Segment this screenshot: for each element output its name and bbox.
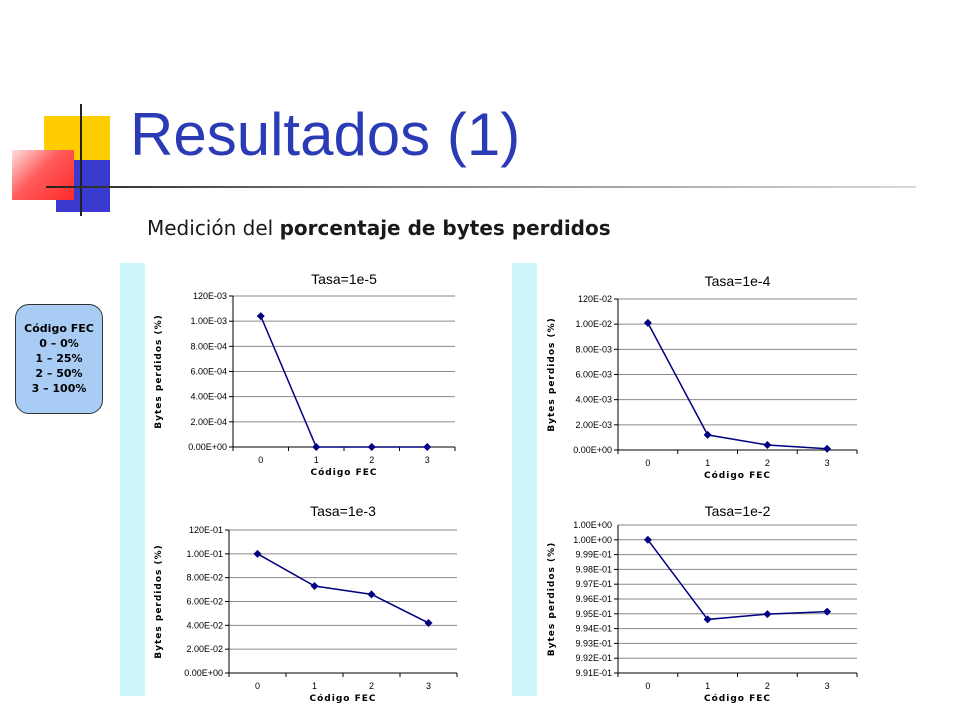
y-tick-label: 9.99E-01 [575, 550, 612, 560]
data-point [256, 312, 265, 321]
right-chart-strip [512, 263, 537, 696]
fec-code-legend: Código FEC 0 – 0% 1 – 25% 2 – 50% 3 – 10… [15, 304, 103, 414]
y-tick-label: 120E-01 [189, 525, 223, 535]
x-tick-label: 1 [705, 681, 710, 691]
y-tick-label: 9.94E-01 [575, 624, 612, 634]
data-point [253, 549, 262, 558]
y-tick-label: 6.00E-04 [190, 367, 227, 377]
y-tick-label: 0.00E+00 [184, 668, 223, 678]
legend-title: Código FEC [24, 322, 94, 335]
y-tick-label: 9.93E-01 [575, 638, 612, 648]
data-point [643, 535, 652, 544]
series-line [260, 315, 428, 448]
data-point [424, 618, 433, 627]
x-tick-label: 0 [258, 455, 263, 465]
x-tick-label: 1 [705, 458, 710, 468]
y-tick-label: 1.00E+00 [573, 520, 612, 530]
data-point [823, 607, 832, 616]
y-axis-label: Bytes perdidos (%) [154, 314, 164, 429]
data-point [763, 610, 772, 619]
y-tick-label: 2.00E-03 [575, 420, 612, 430]
chart-title: Tasa=1e-2 [705, 503, 771, 519]
y-tick-label: 9.98E-01 [575, 564, 612, 574]
chart-title: Tasa=1e-3 [310, 503, 376, 519]
decor-red-square [12, 150, 74, 200]
data-point [703, 430, 712, 439]
data-point [367, 590, 376, 599]
y-axis-label: Bytes perdidos (%) [154, 544, 164, 659]
chart-tasa-1e-4: 0.00E+00 2.00E-03 4.00E-03 6.00E-03 8.00E-03… [540, 268, 872, 490]
chart-tasa-1e-3: 0.00E+00 2.00E-02 4.00E-02 6.00E-02 8.00E-02… [147, 498, 459, 708]
y-tick-label: 120E-02 [578, 294, 612, 304]
y-tick-label: 4.00E-04 [190, 392, 227, 402]
y-tick-label: 4.00E-02 [186, 620, 223, 630]
y-tick-label: 9.96E-01 [575, 594, 612, 604]
x-tick-label: 1 [312, 681, 317, 691]
chart-title: Tasa=1e-4 [705, 273, 771, 289]
y-axis-label: Bytes perdidos (%) [547, 317, 557, 432]
y-tick-label: 0.00E+00 [573, 445, 612, 455]
data-point [367, 443, 376, 451]
series-line [647, 539, 828, 621]
data-point [763, 440, 772, 449]
y-tick-label: 0.00E+00 [188, 442, 227, 452]
data-point [823, 444, 832, 453]
x-tick-label: 3 [425, 455, 430, 465]
y-tick-label: 1.00E+00 [573, 535, 612, 545]
y-tick-label: 1.00E-01 [186, 549, 223, 559]
y-tick-label: 2.00E-04 [190, 417, 227, 427]
y-tick-label: 8.00E-03 [575, 344, 612, 354]
y-tick-label: 9.95E-01 [575, 609, 612, 619]
y-tick-label: 6.00E-03 [575, 370, 612, 380]
y-tick-label: 9.91E-01 [575, 668, 612, 678]
x-tick-label: 3 [426, 681, 431, 691]
decor-vertical-line [80, 104, 82, 216]
x-tick-label: 2 [765, 458, 770, 468]
x-tick-label: 2 [369, 455, 374, 465]
y-tick-label: 2.00E-02 [186, 644, 223, 654]
y-tick-label: 1.00E-03 [190, 316, 227, 326]
x-tick-label: 1 [314, 455, 319, 465]
legend-item: 0 – 0% [39, 337, 79, 350]
legend-item: 1 – 25% [35, 352, 83, 365]
y-tick-label: 1.00E-02 [575, 319, 612, 329]
chart-title: Tasa=1e-5 [311, 271, 377, 287]
chart-tasa-1e-5: 0.00E+00 2.00E-04 4.00E-04 6.00E-04 8.00E-04… [147, 266, 480, 484]
data-point [310, 582, 319, 591]
legend-item: 3 – 100% [31, 382, 87, 395]
y-tick-label: 8.00E-04 [190, 341, 227, 351]
series-line [647, 322, 828, 450]
x-axis-label: Código FEC [704, 693, 771, 704]
x-axis-label: Código FEC [310, 693, 377, 704]
page-title: Resultados (1) [130, 101, 521, 168]
subtitle-bold: porcentaje de bytes perdidos [279, 216, 611, 240]
y-axis-label: Bytes perdidos (%) [547, 542, 557, 657]
x-axis-label: Código FEC [311, 467, 378, 478]
subtitle: Medición del porcentaje de bytes perdido… [147, 216, 611, 240]
y-tick-label: 120E-03 [193, 291, 227, 301]
y-tick-label: 9.97E-01 [575, 579, 612, 589]
series-line [257, 553, 429, 624]
x-tick-label: 0 [645, 681, 650, 691]
data-point [643, 318, 652, 327]
y-tick-label: 8.00E-02 [186, 573, 223, 583]
y-tick-label: 6.00E-02 [186, 597, 223, 607]
x-tick-label: 2 [369, 681, 374, 691]
data-point [423, 443, 432, 451]
left-chart-strip [120, 263, 145, 696]
x-tick-label: 0 [255, 681, 260, 691]
y-tick-label: 4.00E-03 [575, 395, 612, 405]
x-tick-label: 2 [765, 681, 770, 691]
x-tick-label: 0 [645, 458, 650, 468]
x-tick-label: 3 [825, 458, 830, 468]
y-tick-label: 9.92E-01 [575, 653, 612, 663]
data-point [312, 443, 321, 451]
legend-item: 2 – 50% [35, 367, 83, 380]
decor-horizontal-line [46, 186, 916, 188]
x-tick-label: 3 [825, 681, 830, 691]
x-axis-label: Código FEC [704, 470, 771, 481]
chart-tasa-1e-2: 9.91E-01 9.92E-01 9.93E-01 9.94E-01 9.95E-01… [540, 498, 872, 712]
data-point [703, 615, 712, 624]
subtitle-prefix: Medición del [147, 216, 280, 240]
